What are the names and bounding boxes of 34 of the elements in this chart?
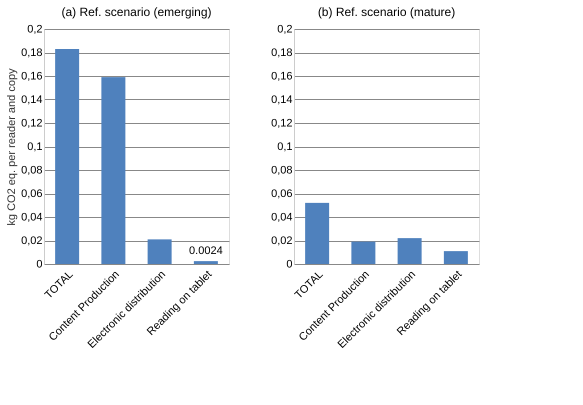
y-axis-title: kg CO2 eq. per reader and copy [6, 68, 18, 226]
bar [305, 202, 330, 264]
bar [351, 242, 376, 264]
y-tick-label: 0,12 [21, 118, 42, 130]
y-tick-label: 0,16 [21, 70, 42, 82]
bar [148, 239, 172, 264]
y-tick-label: 0,1 [27, 141, 42, 153]
y-tick-label: 0,18 [21, 47, 42, 59]
y-tick-label: 0,2 [277, 24, 292, 36]
y-tick-label: 0,04 [21, 212, 42, 224]
bar [101, 77, 126, 264]
y-tick-label: 0,08 [21, 164, 42, 176]
bar [444, 251, 468, 264]
bar [194, 261, 218, 264]
bar [398, 238, 422, 264]
y-tick-label: 0,06 [271, 188, 292, 200]
y-tick-label: 0,12 [271, 118, 292, 130]
y-tick-label: 0,02 [271, 235, 292, 247]
y-tick-label: 0,08 [271, 164, 292, 176]
y-tick-label: 0,16 [271, 70, 292, 82]
chart-title: (a) Ref. scenario (emerging) [61, 5, 212, 19]
y-tick-label: 0 [286, 258, 292, 270]
y-tick-label: 0,04 [271, 212, 292, 224]
data-label: 0.0024 [189, 245, 223, 258]
y-tick-label: 0,2 [27, 24, 42, 36]
chart-title: (b) Ref. scenario (mature) [318, 5, 456, 19]
bar [55, 48, 80, 264]
y-tick-label: 0,18 [271, 47, 292, 59]
y-tick-label: 0,14 [271, 94, 292, 106]
y-tick-label: 0,14 [21, 94, 42, 106]
y-tick-label: 0,06 [21, 188, 42, 200]
y-tick-label: 0,1 [277, 141, 292, 153]
y-tick-label: 0 [36, 258, 42, 270]
y-tick-label: 0,02 [21, 235, 42, 247]
